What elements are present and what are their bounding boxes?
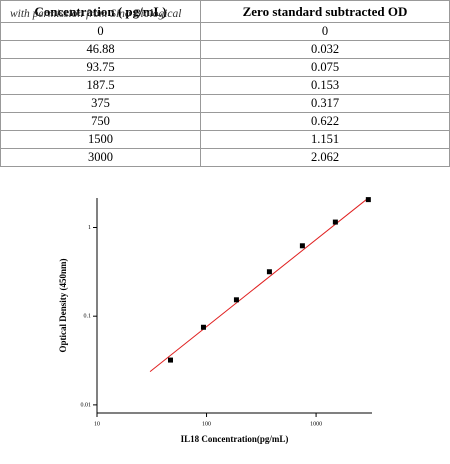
point <box>332 219 338 225</box>
point <box>167 357 173 363</box>
watermark-note: with permission from Sino Biological <box>10 8 182 20</box>
cell: 2.062 <box>200 148 450 167</box>
cell: 187.5 <box>0 76 201 95</box>
point <box>200 324 206 330</box>
data-table: Concentration ( pg/mL) Zero standard subt… <box>0 0 450 167</box>
point <box>299 243 305 249</box>
point <box>266 269 272 275</box>
y-tick-label: 1 <box>88 225 91 231</box>
point <box>233 297 239 303</box>
x-tick-label: 10 <box>94 421 100 427</box>
y-tick-label: 0.01 <box>81 402 92 408</box>
point <box>365 197 371 203</box>
x-tick-label: 1000 <box>310 421 322 427</box>
y-tick-label: 0.1 <box>84 314 92 320</box>
x-tick-label: 100 <box>202 421 211 427</box>
y-axis-label: Optical Density (450nm) <box>58 259 68 353</box>
fit-line <box>149 197 369 373</box>
x-axis-label: IL18 Concentration(pg/mL) <box>181 434 289 444</box>
